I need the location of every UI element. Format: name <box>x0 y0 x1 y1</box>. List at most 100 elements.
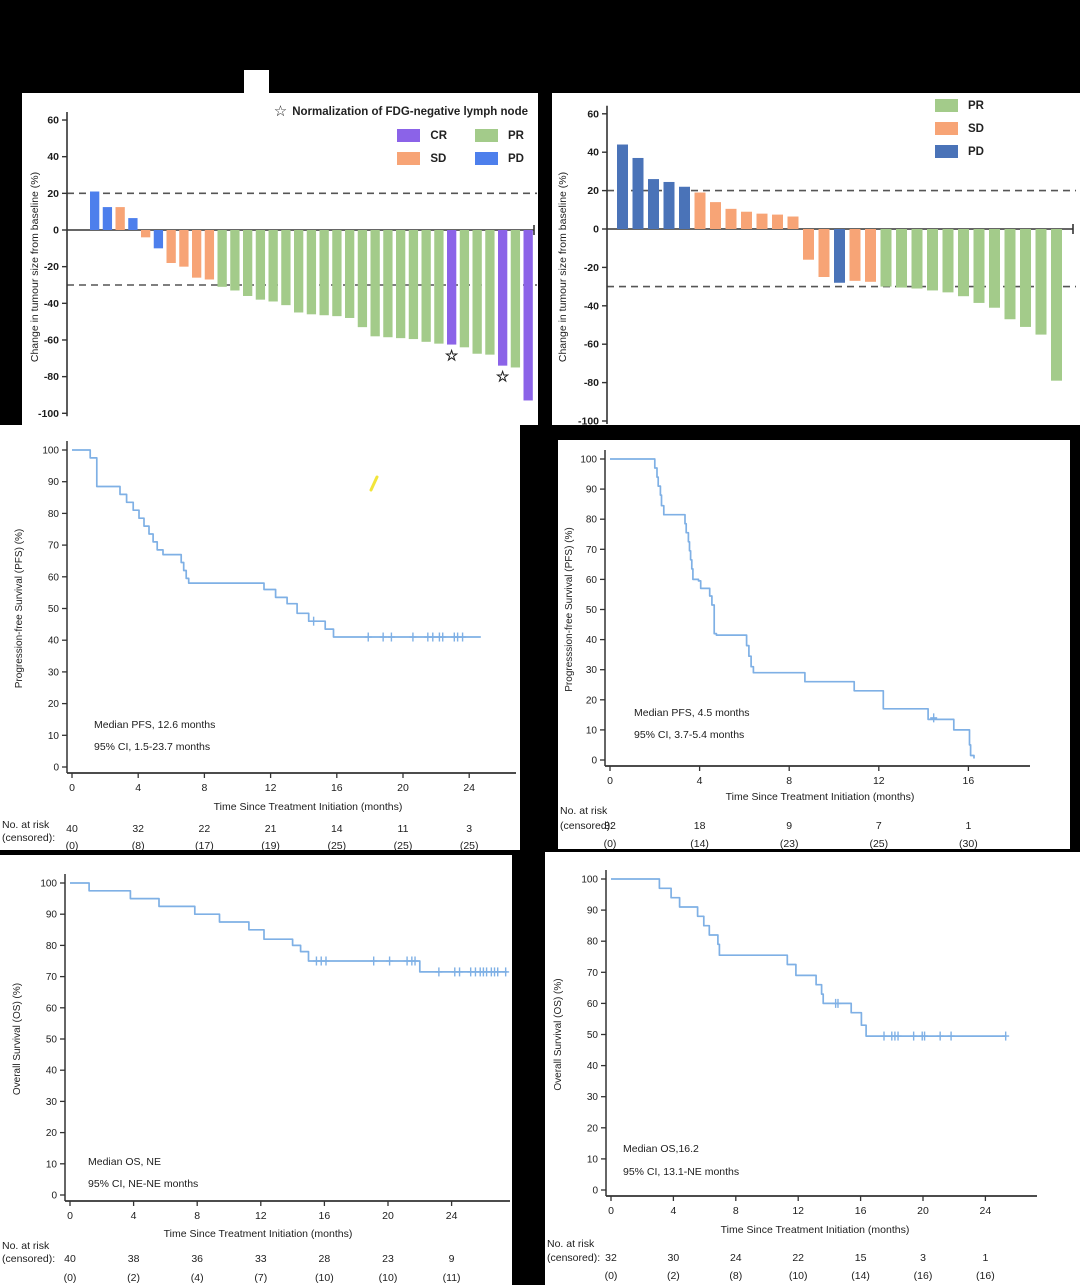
bar <box>1020 229 1031 327</box>
svg-text:24: 24 <box>730 1252 742 1264</box>
svg-text:12: 12 <box>255 1210 267 1222</box>
legend-label-pr: PR <box>968 99 984 112</box>
star-note: ☆ Normalization of FDG-negative lymph no… <box>274 104 528 119</box>
bar <box>153 230 164 249</box>
svg-text:(0): (0) <box>604 838 617 849</box>
bar <box>230 230 240 291</box>
svg-text:100: 100 <box>580 455 597 466</box>
bar <box>1035 229 1047 335</box>
svg-text:(0): (0) <box>605 1270 618 1282</box>
svg-text:(16): (16) <box>914 1270 933 1282</box>
svg-text:Progresssion-free Survival (PF: Progresssion-free Survival (PFS) (%) <box>564 527 575 691</box>
svg-text:60: 60 <box>587 108 599 120</box>
svg-text:-60: -60 <box>44 334 59 346</box>
km-os_left-chart: 0 10 20 30 40 50 60 70 80 90 100 0 4 8 12 16 20 24 Overall… <box>2 874 510 1284</box>
svg-text:Change in tumour size from bas: Change in tumour size from baseline (%) <box>557 172 569 362</box>
svg-text:(23): (23) <box>780 838 799 849</box>
legend-item-pd: PD <box>935 145 984 158</box>
svg-text:24: 24 <box>446 1210 458 1222</box>
svg-text:95% CI, 1.5-23.7 months: 95% CI, 1.5-23.7 months <box>94 741 210 753</box>
bar <box>243 230 253 296</box>
annotations: Median PFS, 4.5 months 95% CI, 3.7-5.4 mo… <box>634 707 750 741</box>
bar <box>911 229 923 289</box>
svg-text:90: 90 <box>587 906 599 917</box>
svg-text:Median PFS, 12.6 months: Median PFS, 12.6 months <box>94 719 215 731</box>
svg-text:10: 10 <box>46 1159 58 1170</box>
bar <box>510 230 521 368</box>
svg-text:Overall Survival (OS) (%): Overall Survival (OS) (%) <box>553 978 564 1090</box>
svg-text:20: 20 <box>48 699 60 710</box>
svg-text:Time Since Treatment Initiatio: Time Since Treatment Initiation (months) <box>721 1224 910 1236</box>
svg-text:(14): (14) <box>690 838 709 849</box>
svg-text:(10): (10) <box>789 1270 808 1282</box>
svg-text:(4): (4) <box>191 1272 204 1284</box>
svg-text:(2): (2) <box>667 1270 680 1282</box>
svg-text:0: 0 <box>51 1191 57 1202</box>
pd-swatch-icon <box>475 152 499 165</box>
svg-text:18: 18 <box>694 820 706 832</box>
bar <box>942 229 954 293</box>
svg-text:0: 0 <box>593 224 599 236</box>
svg-text:50: 50 <box>586 605 598 616</box>
svg-text:40: 40 <box>46 1066 58 1077</box>
bar <box>268 230 278 302</box>
bar <box>357 230 368 328</box>
legend-item-pd: PD <box>475 152 524 165</box>
bar <box>472 230 482 354</box>
bar <box>865 229 876 282</box>
svg-text:Time Since Treatment Initiatio: Time Since Treatment Initiation (months) <box>164 1228 353 1240</box>
svg-text:4: 4 <box>697 775 703 787</box>
svg-text:50: 50 <box>48 604 60 615</box>
svg-text:30: 30 <box>46 1097 58 1108</box>
svg-text:8: 8 <box>786 775 792 787</box>
svg-text:70: 70 <box>587 968 599 979</box>
svg-text:(8): (8) <box>729 1270 742 1282</box>
bar <box>803 229 814 260</box>
bar <box>485 230 495 355</box>
svg-text:60: 60 <box>46 1003 58 1014</box>
bar <box>989 229 1000 308</box>
svg-text:16: 16 <box>963 775 975 787</box>
bar <box>345 230 355 318</box>
svg-text:30: 30 <box>586 665 598 676</box>
bar <box>115 207 125 230</box>
km-os-left-chart-host: 0 10 20 30 40 50 60 70 80 90 100 0 4 8 12 16 20 24 Overall… <box>0 855 512 1285</box>
bar <box>679 186 690 229</box>
svg-text:0: 0 <box>53 225 59 237</box>
bar <box>319 230 329 316</box>
bar <box>204 230 215 280</box>
legend-label-pd: PD <box>968 145 984 158</box>
svg-text:80: 80 <box>587 937 599 948</box>
svg-text:12: 12 <box>873 775 885 787</box>
bar <box>255 230 266 300</box>
bar <box>834 229 845 283</box>
bar <box>896 229 907 288</box>
axes: 0 10 20 30 40 50 60 70 80 90 100 0 4 8 12 16 20 24 Progres… <box>14 441 516 813</box>
bar <box>217 230 227 287</box>
pr-swatch-icon <box>475 129 499 142</box>
svg-text:28: 28 <box>319 1253 331 1265</box>
bar <box>1004 229 1016 320</box>
svg-text:(7): (7) <box>254 1272 267 1284</box>
censor-marks <box>310 616 467 642</box>
bars <box>617 144 1062 381</box>
svg-text:70: 70 <box>586 545 598 556</box>
bar <box>958 229 969 297</box>
svg-text:-40: -40 <box>44 298 59 310</box>
survival-curve <box>610 458 975 759</box>
svg-text:20: 20 <box>397 782 409 794</box>
annotations: Median OS,16.2 95% CI, 13.1-NE months <box>623 1143 739 1178</box>
svg-text:95% CI, 13.1-NE months: 95% CI, 13.1-NE months <box>623 1166 739 1178</box>
svg-text:20: 20 <box>587 185 599 197</box>
svg-text:(25): (25) <box>394 840 413 850</box>
yellow-mark <box>369 475 379 492</box>
bar <box>90 191 100 230</box>
svg-text:(25): (25) <box>327 840 346 850</box>
bar <box>281 230 291 306</box>
km-os-left-panel: 0 10 20 30 40 50 60 70 80 90 100 0 4 8 12 16 20 24 Overall… <box>0 855 512 1285</box>
svg-text:Time Since Treatment Initiatio: Time Since Treatment Initiation (months) <box>726 791 915 803</box>
censor-marks <box>312 956 510 977</box>
legend-label-sd: SD <box>968 122 984 135</box>
bar <box>849 229 861 281</box>
bar <box>306 230 317 315</box>
